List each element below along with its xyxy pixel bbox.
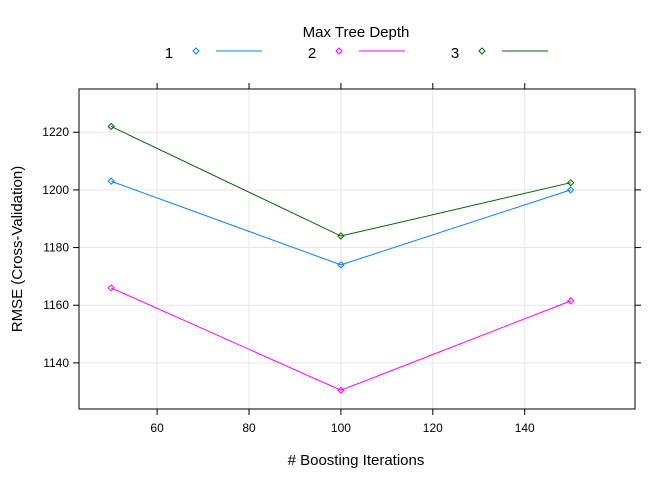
y-axis-label: RMSE (Cross-Validation) [9, 166, 26, 332]
legend-label: 1 [165, 45, 173, 62]
series-lines [107, 122, 575, 394]
y-tick-label: 1220 [42, 125, 69, 139]
data-point [107, 177, 115, 185]
data-point [566, 186, 575, 194]
legend-label: 3 [451, 45, 459, 62]
legend: 1 2 3 [165, 45, 548, 62]
axis-ticks: 60 80 100 120 140 1140 1160 1180 1200 1220 [42, 83, 641, 435]
x-tick-label: 80 [242, 421, 256, 435]
data-point [337, 232, 345, 240]
data-point [107, 122, 115, 131]
series-line-2 [110, 287, 571, 391]
data-point [566, 297, 575, 305]
y-tick-label: 1180 [43, 241, 69, 255]
x-axis-label: # Boosting Iterations [288, 452, 425, 469]
data-point [337, 261, 345, 269]
series-line-3 [110, 126, 571, 237]
legend-title: Max Tree Depth [303, 24, 410, 41]
grid-lines [79, 89, 635, 409]
x-tick-label: 60 [150, 421, 164, 435]
x-tick-label: 100 [331, 421, 351, 435]
y-tick-label: 1160 [43, 298, 69, 312]
data-point [107, 284, 115, 292]
data-point [337, 386, 345, 394]
data-point [566, 178, 575, 187]
x-tick-label: 120 [423, 421, 443, 435]
legend-marker [335, 47, 343, 55]
y-tick-label: 1200 [42, 183, 69, 197]
plot-frame [78, 88, 636, 410]
legend-marker [192, 47, 200, 55]
y-tick-label: 1140 [43, 356, 69, 370]
x-tick-label: 140 [515, 421, 535, 435]
series-line-1 [110, 180, 571, 266]
legend-marker [478, 47, 486, 55]
legend-label: 2 [308, 45, 316, 62]
